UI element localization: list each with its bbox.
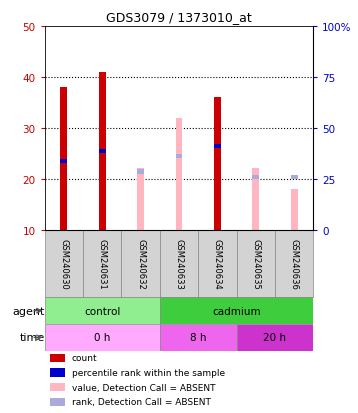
Text: 0 h: 0 h xyxy=(94,332,111,342)
Text: 20 h: 20 h xyxy=(263,332,286,342)
Text: GSM240634: GSM240634 xyxy=(213,238,222,289)
Text: GSM240632: GSM240632 xyxy=(136,238,145,289)
Bar xyxy=(237,230,275,298)
Bar xyxy=(50,368,65,377)
Text: GSM240635: GSM240635 xyxy=(251,238,260,289)
Text: cadmium: cadmium xyxy=(212,306,261,316)
Bar xyxy=(121,230,160,298)
Bar xyxy=(160,230,198,298)
Bar xyxy=(275,230,313,298)
Bar xyxy=(198,230,237,298)
Bar xyxy=(45,324,160,351)
Bar xyxy=(252,175,259,179)
Bar xyxy=(99,150,106,154)
Text: percentile rank within the sample: percentile rank within the sample xyxy=(72,368,225,377)
Bar xyxy=(175,118,183,230)
Bar xyxy=(83,230,121,298)
Text: count: count xyxy=(72,354,97,363)
Text: control: control xyxy=(84,306,121,316)
Bar xyxy=(137,170,144,174)
Text: GSM240633: GSM240633 xyxy=(174,238,184,289)
Bar xyxy=(45,298,160,324)
Bar xyxy=(291,189,297,230)
Bar xyxy=(214,145,221,149)
Text: GSM240631: GSM240631 xyxy=(98,238,107,289)
Bar xyxy=(99,73,106,230)
Text: value, Detection Call = ABSENT: value, Detection Call = ABSENT xyxy=(72,382,215,392)
Text: GSM240636: GSM240636 xyxy=(290,238,299,289)
Bar xyxy=(252,169,259,230)
Bar xyxy=(291,175,297,179)
Text: rank, Detection Call = ABSENT: rank, Detection Call = ABSENT xyxy=(72,397,211,406)
Text: time: time xyxy=(19,332,45,342)
Bar xyxy=(160,324,237,351)
Title: GDS3079 / 1373010_at: GDS3079 / 1373010_at xyxy=(106,11,252,24)
Bar xyxy=(50,354,65,362)
Bar xyxy=(50,398,65,406)
Text: GSM240630: GSM240630 xyxy=(59,238,68,289)
Text: 8 h: 8 h xyxy=(190,332,207,342)
Bar xyxy=(61,88,67,230)
Bar xyxy=(61,160,67,164)
Bar xyxy=(214,98,221,230)
Bar xyxy=(45,230,83,298)
Bar xyxy=(160,298,313,324)
Bar xyxy=(237,324,313,351)
Bar xyxy=(175,155,183,159)
Text: agent: agent xyxy=(13,306,45,316)
Bar xyxy=(137,169,144,230)
Bar xyxy=(50,383,65,391)
